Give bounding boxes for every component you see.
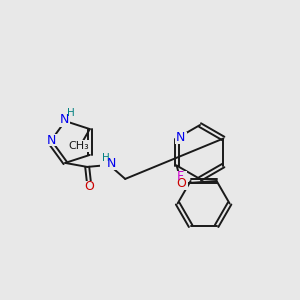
- Text: F: F: [177, 170, 184, 184]
- Text: N: N: [59, 112, 69, 126]
- Text: H: H: [67, 108, 75, 118]
- Bar: [175, 131, 187, 143]
- Bar: [45, 134, 57, 146]
- Text: O: O: [84, 180, 94, 194]
- Text: O: O: [177, 177, 187, 190]
- Text: CH₃: CH₃: [68, 141, 89, 152]
- Text: N: N: [46, 134, 56, 146]
- Bar: [83, 181, 95, 193]
- Bar: [175, 171, 187, 183]
- Text: H: H: [102, 153, 110, 163]
- Bar: [176, 178, 188, 190]
- Bar: [67, 140, 91, 152]
- Text: N: N: [176, 131, 185, 144]
- Bar: [100, 156, 120, 170]
- Text: N: N: [106, 158, 116, 170]
- Bar: [54, 113, 70, 127]
